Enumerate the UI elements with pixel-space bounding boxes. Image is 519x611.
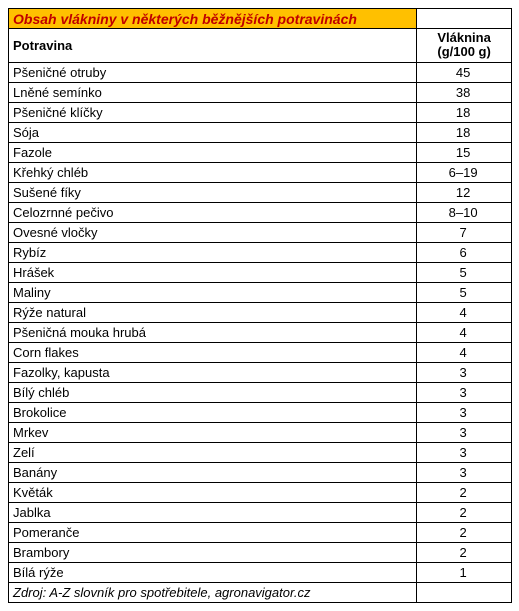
header-value: Vláknina(g/100 g) [417, 29, 512, 63]
table-row: Hrášek5 [9, 262, 512, 282]
value-cell: 3 [417, 462, 512, 482]
value-cell: 3 [417, 442, 512, 462]
food-cell: Ovesné vločky [9, 222, 417, 242]
food-cell: Pšeničné otruby [9, 62, 417, 82]
table-row: Maliny5 [9, 282, 512, 302]
header-value-line1: Vláknina [437, 30, 490, 45]
value-cell: 45 [417, 62, 512, 82]
source-cell: Zdroj: A-Z slovník pro spotřebitele, agr… [9, 582, 417, 602]
table-row: Pšeničné otruby45 [9, 62, 512, 82]
table-row: Brambory2 [9, 542, 512, 562]
value-cell: 12 [417, 182, 512, 202]
title-spacer [417, 9, 512, 29]
table-row: Brokolice3 [9, 402, 512, 422]
value-cell: 5 [417, 262, 512, 282]
table-row: Rybíz6 [9, 242, 512, 262]
table-row: Bílá rýže1 [9, 562, 512, 582]
food-cell: Jablka [9, 502, 417, 522]
food-cell: Maliny [9, 282, 417, 302]
table-row: Sušené fíky12 [9, 182, 512, 202]
source-spacer [417, 582, 512, 602]
table-row: Zelí3 [9, 442, 512, 462]
food-cell: Křehký chléb [9, 162, 417, 182]
table-row: Lněné semínko38 [9, 82, 512, 102]
table-row: Bílý chléb3 [9, 382, 512, 402]
value-cell: 3 [417, 422, 512, 442]
value-cell: 38 [417, 82, 512, 102]
table-row: Pšeničná mouka hrubá4 [9, 322, 512, 342]
food-cell: Rybíz [9, 242, 417, 262]
food-cell: Corn flakes [9, 342, 417, 362]
table-row: Fazole15 [9, 142, 512, 162]
value-cell: 3 [417, 362, 512, 382]
table-row: Banány3 [9, 462, 512, 482]
food-cell: Květák [9, 482, 417, 502]
table-row: Sója18 [9, 122, 512, 142]
value-cell: 1 [417, 562, 512, 582]
table-row: Pomeranče2 [9, 522, 512, 542]
food-cell: Hrášek [9, 262, 417, 282]
value-cell: 18 [417, 122, 512, 142]
food-cell: Sušené fíky [9, 182, 417, 202]
food-cell: Brambory [9, 542, 417, 562]
food-cell: Pšeničné klíčky [9, 102, 417, 122]
value-cell: 2 [417, 522, 512, 542]
header-food: Potravina [9, 29, 417, 63]
table-row: Ovesné vločky7 [9, 222, 512, 242]
food-cell: Celozrnné pečivo [9, 202, 417, 222]
value-cell: 2 [417, 482, 512, 502]
table-row: Křehký chléb6–19 [9, 162, 512, 182]
food-cell: Sója [9, 122, 417, 142]
table-row: Rýže natural4 [9, 302, 512, 322]
food-cell: Mrkev [9, 422, 417, 442]
value-cell: 7 [417, 222, 512, 242]
value-cell: 6–19 [417, 162, 512, 182]
table-row: Mrkev3 [9, 422, 512, 442]
table-row: Corn flakes4 [9, 342, 512, 362]
value-cell: 2 [417, 502, 512, 522]
value-cell: 2 [417, 542, 512, 562]
food-cell: Fazole [9, 142, 417, 162]
food-cell: Brokolice [9, 402, 417, 422]
table-row: Jablka2 [9, 502, 512, 522]
value-cell: 4 [417, 302, 512, 322]
value-cell: 15 [417, 142, 512, 162]
table-row: Fazolky, kapusta3 [9, 362, 512, 382]
value-cell: 3 [417, 382, 512, 402]
food-cell: Pšeničná mouka hrubá [9, 322, 417, 342]
value-cell: 3 [417, 402, 512, 422]
food-cell: Banány [9, 462, 417, 482]
header-value-line2: (g/100 g) [437, 44, 490, 59]
fiber-table: Obsah vlákniny v některých běžnějších po… [8, 8, 512, 603]
value-cell: 4 [417, 342, 512, 362]
value-cell: 18 [417, 102, 512, 122]
table-row: Celozrnné pečivo8–10 [9, 202, 512, 222]
food-cell: Rýže natural [9, 302, 417, 322]
food-cell: Fazolky, kapusta [9, 362, 417, 382]
value-cell: 4 [417, 322, 512, 342]
table-row: Květák2 [9, 482, 512, 502]
food-cell: Bílá rýže [9, 562, 417, 582]
value-cell: 6 [417, 242, 512, 262]
value-cell: 5 [417, 282, 512, 302]
food-cell: Pomeranče [9, 522, 417, 542]
food-cell: Lněné semínko [9, 82, 417, 102]
food-cell: Bílý chléb [9, 382, 417, 402]
table-row: Pšeničné klíčky18 [9, 102, 512, 122]
food-cell: Zelí [9, 442, 417, 462]
value-cell: 8–10 [417, 202, 512, 222]
table-title: Obsah vlákniny v některých běžnějších po… [9, 9, 417, 29]
